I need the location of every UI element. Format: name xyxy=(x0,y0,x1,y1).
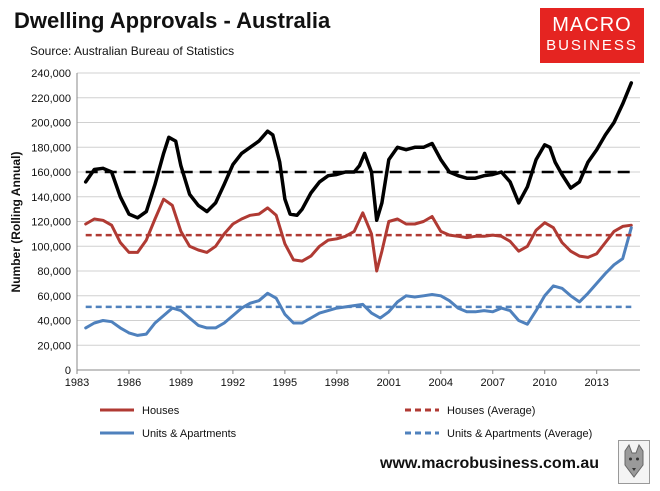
legend-label: Houses xyxy=(142,405,180,417)
y-tick-label: 200,000 xyxy=(31,118,71,130)
x-tick-label: 1992 xyxy=(221,377,245,389)
y-tick-label: 20,000 xyxy=(37,340,71,352)
legend-label: Houses (Average) xyxy=(447,405,535,417)
y-tick-label: 240,000 xyxy=(31,68,71,80)
footer-url: www.macrobusiness.com.au xyxy=(380,455,600,472)
x-tick-label: 2013 xyxy=(584,377,608,389)
x-tick-label: 1995 xyxy=(273,377,297,389)
axes: 0 20,000 40,000 60,000 80,000 100,000 120,000 1… xyxy=(31,68,640,389)
x-tick-label: 2010 xyxy=(532,377,556,389)
logo-line-1: MACRO xyxy=(552,14,632,36)
page-title: Dwelling Approvals - Australia xyxy=(14,8,331,33)
y-tick-label: 140,000 xyxy=(31,192,71,204)
series-line-total xyxy=(83,81,634,223)
logo-line-2: BUSINESS xyxy=(546,37,638,54)
series-line-houses xyxy=(84,197,633,273)
legend-label: Units & Apartments (Average) xyxy=(447,428,592,440)
y-tick-label: 60,000 xyxy=(37,291,71,303)
x-tick-label: 2007 xyxy=(481,377,505,389)
source-note: Source: Australian Bureau of Statistics xyxy=(30,44,235,58)
y-tick-label: 80,000 xyxy=(37,266,71,278)
x-tick-label: 1998 xyxy=(325,377,349,389)
x-tick-label: 1983 xyxy=(65,377,89,389)
legend-label: Units & Apartments xyxy=(142,428,237,440)
legend: Houses Units & Apartments Houses (Average)… xyxy=(100,405,592,440)
x-tick-label: 2004 xyxy=(429,377,453,389)
y-tick-label: 40,000 xyxy=(37,316,71,328)
wolf-emblem-icon xyxy=(618,440,650,484)
y-tick-label: 0 xyxy=(65,365,71,377)
y-tick-label: 120,000 xyxy=(31,217,71,229)
x-tick-label: 1989 xyxy=(169,377,193,389)
y-tick-label: 160,000 xyxy=(31,167,71,179)
series xyxy=(83,81,634,337)
x-tick-label: 1986 xyxy=(117,377,141,389)
x-tick-label: 2001 xyxy=(377,377,401,389)
y-tick-label: 180,000 xyxy=(31,142,71,154)
y-tick-label: 220,000 xyxy=(31,93,71,105)
y-axis-label: Number (Rolling Annual) xyxy=(9,152,23,293)
series-line-units-apartments xyxy=(84,226,633,337)
y-tick-label: 100,000 xyxy=(31,241,71,253)
macro-business-logo: MACRO BUSINESS xyxy=(540,8,644,63)
